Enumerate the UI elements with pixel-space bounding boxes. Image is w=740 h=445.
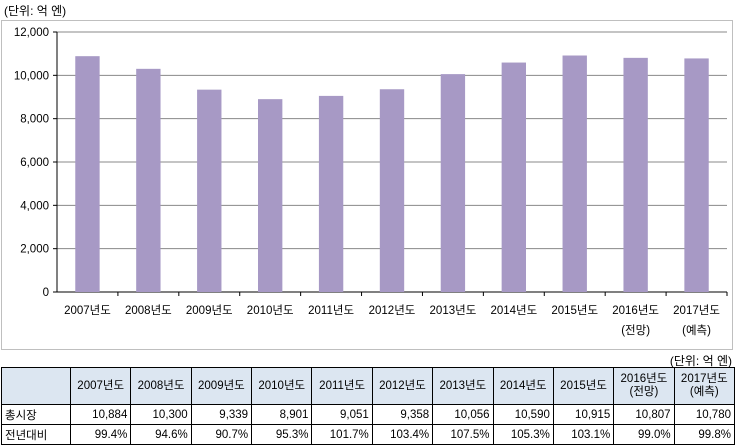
table-cell: 10,590 [492, 404, 554, 425]
x-tick-label: 2012년도 [369, 304, 416, 317]
table-cell: 103.1% [552, 424, 615, 445]
bar [258, 99, 283, 293]
table-cell: 10,780 [673, 404, 736, 425]
table-cell: 10,915 [552, 404, 615, 425]
y-tick-label: 2,000 [20, 244, 49, 256]
bar [440, 74, 466, 292]
bar [197, 89, 222, 292]
chart-frame [1, 20, 733, 350]
column-header: 2009년도 [190, 367, 253, 405]
column-header: 2010년도 [251, 367, 313, 405]
bar [136, 68, 161, 292]
table-cell: 94.6% [130, 424, 192, 445]
table-cell: 10,807 [613, 404, 675, 425]
column-header: 2007년도 [69, 367, 132, 405]
column-header: 2015년도 [552, 367, 615, 405]
y-tick-label: 12,000 [14, 27, 49, 39]
row-label: 총시장 [1, 404, 71, 425]
column-header: 2013년도 [432, 367, 494, 405]
table-cell: 90.7% [190, 424, 253, 445]
x-tick-label: 2009년도 [186, 304, 233, 317]
bar [684, 58, 709, 292]
y-tick-label: 10,000 [14, 70, 49, 82]
table-cell: 9,358 [371, 404, 434, 425]
table-cell: 10,056 [432, 404, 494, 425]
x-tick-label: 2016년도 [612, 304, 659, 317]
y-tick-label: 4,000 [20, 200, 49, 212]
table-row: 총시장 10,884 10,300 9,339 8,901 9,051 9,358 10,05… [1, 404, 736, 425]
x-tick-label: (예측) [682, 324, 711, 337]
bar-chart: 0 2,000 4,000 6,000 8,000 10,000 12,000 2007년도 2… [14, 27, 728, 337]
table-cell: 99.0% [613, 424, 675, 445]
y-tick-label: 0 [43, 287, 49, 299]
table-header-row: 2007년도 2008년도 2009년도 2010년도 2011년도 2012년도 2013… [1, 367, 736, 405]
column-header: 2017년도 (예측) [673, 367, 736, 405]
x-tick-label: 2013년도 [430, 304, 477, 317]
x-tick-label: 2017년도 [673, 304, 720, 317]
x-tick-label: 2014년도 [490, 304, 537, 317]
data-table: 2007년도 2008년도 2009년도 2010년도 2011년도 2012년도 2013… [1, 367, 736, 445]
x-tick-label: 2011년도 [308, 304, 354, 317]
table-cell: 101.7% [311, 424, 373, 445]
table-unit-label: (단위: 억 엔) [669, 354, 732, 368]
column-header: 2014년도 [492, 367, 554, 405]
x-tick-label: 2015년도 [551, 304, 598, 317]
column-header: 2012년도 [371, 367, 434, 405]
bar [318, 95, 344, 293]
table-cell: 10,300 [130, 404, 192, 425]
table-row: 전년대비 99.4% 94.6% 90.7% 95.3% 101.7% 103.4% 107.… [1, 424, 736, 445]
column-header: 2016년도 (전망) [613, 367, 675, 405]
y-tick-label: 8,000 [20, 114, 49, 126]
table-cell: 8,901 [251, 404, 313, 425]
x-tick-label: 2007년도 [64, 304, 111, 317]
table-cell: 10,884 [69, 404, 132, 425]
bar [562, 55, 587, 293]
x-tick-label: (전망) [621, 324, 650, 337]
table-cell: 99.8% [673, 424, 736, 445]
bar [75, 56, 100, 293]
table-cell: 9,051 [311, 404, 373, 425]
x-tick-label: 2010년도 [247, 304, 294, 317]
table-cell: 103.4% [371, 424, 434, 445]
column-header: 2011년도 [311, 367, 373, 405]
bar [379, 89, 405, 292]
row-label: 전년대비 [1, 424, 71, 445]
y-tick-label: 6,000 [20, 157, 49, 169]
table-cell: 95.3% [251, 424, 313, 445]
chart-unit-label: (단위: 억 엔) [4, 4, 67, 18]
column-header: 2008년도 [130, 367, 192, 405]
table-cell: 9,339 [190, 404, 253, 425]
table-corner-cell [1, 367, 71, 405]
bar [623, 57, 648, 293]
table-cell: 107.5% [432, 424, 494, 445]
bar [501, 62, 526, 292]
table-cell: 105.3% [492, 424, 554, 445]
table-cell: 99.4% [69, 424, 132, 445]
x-tick-label: 2008년도 [125, 304, 172, 317]
